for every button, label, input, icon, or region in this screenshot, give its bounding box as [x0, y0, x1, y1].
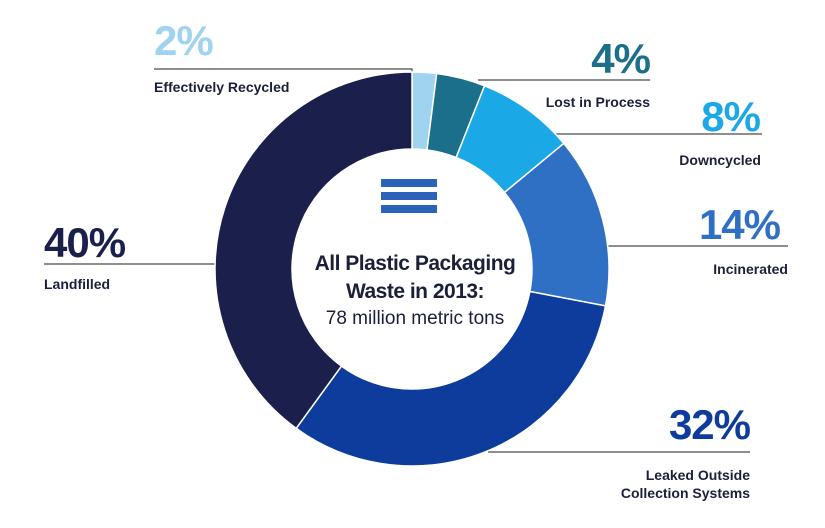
pct-label-landfilled: 40% — [44, 219, 126, 266]
category-label-downcycled: Downcycled — [679, 152, 761, 168]
center-title-line2: Waste in 2013: — [345, 280, 485, 303]
donut-slice-landfilled — [214, 71, 413, 430]
center-subtitle: 78 million metric tons — [325, 308, 505, 329]
equals-icon — [381, 179, 437, 213]
pct-label-effectively-recycled: 2% — [154, 17, 214, 64]
donut-center-text: All Plastic Packaging Waste in 2013: 78 … — [280, 250, 550, 332]
category-label-incinerated: Incinerated — [713, 261, 788, 277]
donut-slice-leaked-outside-collection-systems — [295, 290, 607, 467]
pct-label-incinerated: 14% — [698, 201, 781, 248]
leader-line-effectively-recycled — [154, 68, 413, 74]
category-label-leaked-line2: Collection Systems — [620, 485, 750, 501]
pct-label-lost-in-process: 4% — [591, 35, 651, 82]
pct-label-downcycled: 8% — [701, 93, 761, 140]
category-label-effectively-recycled: Effectively Recycled — [154, 79, 290, 95]
category-label-leaked-line1: Leaked Outside — [645, 467, 750, 483]
category-label-landfilled: Landfilled — [44, 276, 111, 292]
center-title-line1: All Plastic Packaging — [314, 252, 516, 275]
category-label-lost-in-process: Lost in Process — [545, 94, 650, 110]
donut-slices — [214, 71, 610, 467]
pct-label-leaked: 32% — [668, 401, 751, 448]
